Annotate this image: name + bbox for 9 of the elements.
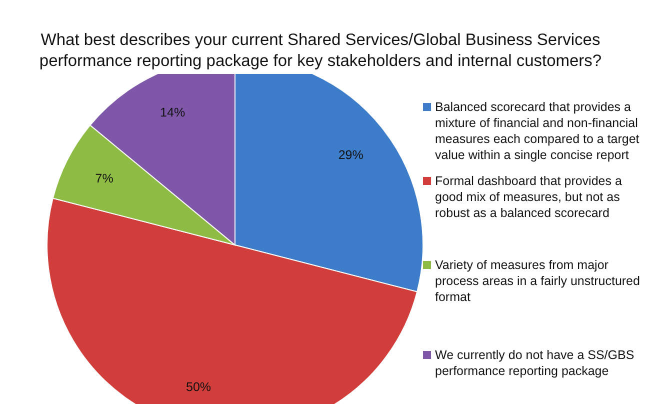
legend-label: Formal dashboard that provides a good mix of measures, but not as robust as a balanced scorecard [435, 173, 623, 221]
chart-title: What best describes your current Shared Services/Global Business Services performance reporting package for key stakeholders and internal customers? [38, 30, 603, 72]
legend-label: We currently do not have a SS/GBS performance reporting package [435, 347, 636, 379]
data-label: 14% [160, 105, 186, 120]
legend-label: Variety of measures from major process areas in a fairly unstructured format [435, 257, 641, 305]
data-label: 29% [338, 148, 364, 162]
data-label: 7% [95, 171, 114, 186]
data-label: 50% [186, 380, 212, 394]
legend-label: Balanced scorecard that provides a mixture of financial and non-financial measures each compared to a target value within a single concise report [435, 99, 640, 163]
